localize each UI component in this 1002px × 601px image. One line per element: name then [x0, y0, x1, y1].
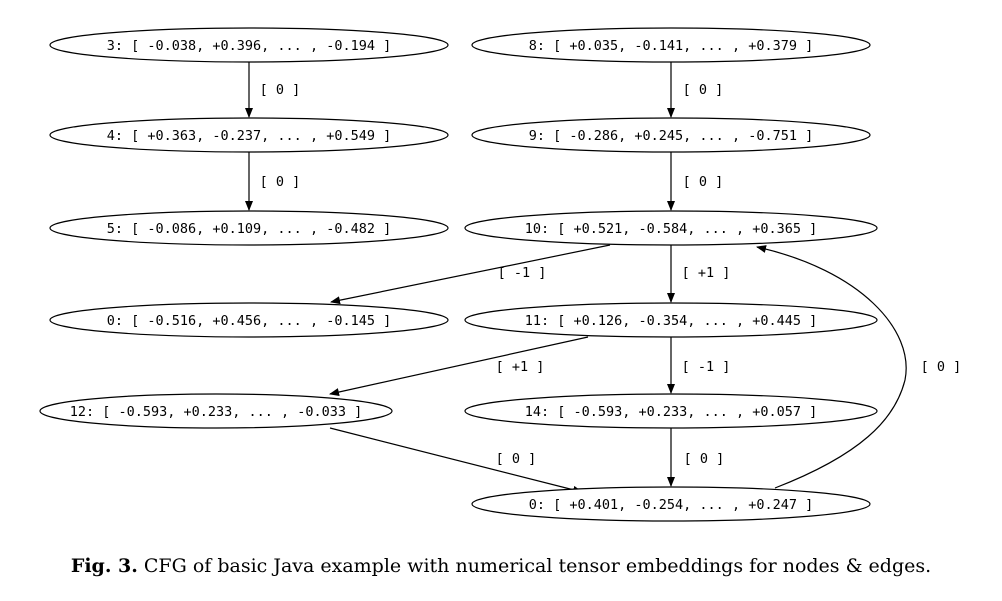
node-ellipse [464, 393, 878, 429]
node-ellipse [39, 393, 393, 429]
edge-label: [ 0 ] [260, 82, 301, 98]
edge-n10-n0a: [ -1 ] [330, 244, 611, 305]
edge-n9-n10: [ 0 ] [667, 152, 724, 211]
edge-label: [ 0 ] [921, 359, 962, 375]
node-ellipse [464, 210, 878, 246]
edge-n11-n12: [ +1 ] [329, 336, 589, 396]
node-n12: 12: [ -0.593, +0.233, ... , -0.033 ] [39, 393, 393, 429]
edge-label: [ 0 ] [496, 451, 537, 467]
cfg-diagram: [ 0 ] [ 0 ] [ 0 ] [ 0 ] [ -1 ] [ +1 ] [ +1 ] [ … [39, 27, 962, 522]
node-label: 14: [ -0.593, +0.233, ... , +0.057 ] [525, 404, 818, 420]
edge-n0b-n10: [ 0 ] [756, 245, 962, 489]
nodes-layer: 3: [ -0.038, +0.396, ... , -0.194 ] 4: [ … [39, 27, 878, 522]
edge-arrow [756, 245, 907, 489]
edge-label: [ -1 ] [682, 359, 731, 375]
node-n8: 8: [ +0.035, -0.141, ... , +0.379 ] [471, 27, 871, 63]
node-n0a: 0: [ -0.516, +0.456, ... , -0.145 ] [49, 302, 449, 338]
edge-n10-n11: [ +1 ] [667, 245, 731, 303]
edge-arrow [329, 336, 589, 396]
node-n5: 5: [ -0.086, +0.109, ... , -0.482 ] [49, 210, 449, 246]
node-n9: 9: [ -0.286, +0.245, ... , -0.751 ] [471, 117, 871, 153]
figure-label: Fig. 3. [70, 555, 138, 577]
edge-label: [ +1 ] [682, 265, 731, 281]
node-label: 4: [ +0.363, -0.237, ... , +0.549 ] [107, 128, 391, 144]
node-ellipse [49, 210, 449, 246]
node-ellipse [49, 117, 449, 153]
edge-label: [ 0 ] [683, 174, 724, 190]
node-ellipse [471, 117, 871, 153]
edge-n12-n0b: [ 0 ] [329, 427, 583, 494]
edge-arrow [330, 244, 611, 305]
edge-n3-n4: [ 0 ] [245, 62, 301, 118]
edge-n4-n5: [ 0 ] [245, 152, 301, 211]
edge-label: [ -1 ] [498, 265, 547, 281]
node-label: 0: [ +0.401, -0.254, ... , +0.247 ] [529, 497, 813, 513]
edge-n11-n14: [ -1 ] [667, 337, 731, 394]
edges-layer: [ 0 ] [ 0 ] [ 0 ] [ 0 ] [ -1 ] [ +1 ] [ +1 ] [ … [245, 62, 962, 494]
figure-caption-text: CFG of basic Java example with numerical… [143, 555, 932, 577]
node-label: 8: [ +0.035, -0.141, ... , +0.379 ] [529, 38, 813, 54]
node-n0b: 0: [ +0.401, -0.254, ... , +0.247 ] [471, 486, 871, 522]
edge-label: [ +1 ] [496, 359, 545, 375]
node-n11: 11: [ +0.126, -0.354, ... , +0.445 ] [464, 302, 878, 338]
node-n4: 4: [ +0.363, -0.237, ... , +0.549 ] [49, 117, 449, 153]
node-label: 3: [ -0.038, +0.396, ... , -0.194 ] [107, 38, 391, 54]
edge-label: [ 0 ] [683, 82, 724, 98]
node-label: 10: [ +0.521, -0.584, ... , +0.365 ] [525, 221, 818, 237]
node-ellipse [49, 302, 449, 338]
node-n14: 14: [ -0.593, +0.233, ... , +0.057 ] [464, 393, 878, 429]
node-ellipse [49, 27, 449, 63]
node-n10: 10: [ +0.521, -0.584, ... , +0.365 ] [464, 210, 878, 246]
edge-n8-n9: [ 0 ] [667, 62, 724, 118]
node-ellipse [471, 486, 871, 522]
node-ellipse [464, 302, 878, 338]
node-label: 5: [ -0.086, +0.109, ... , -0.482 ] [107, 221, 391, 237]
node-label: 9: [ -0.286, +0.245, ... , -0.751 ] [529, 128, 813, 144]
node-label: 11: [ +0.126, -0.354, ... , +0.445 ] [525, 313, 818, 329]
node-n3: 3: [ -0.038, +0.396, ... , -0.194 ] [49, 27, 449, 63]
figure-caption: Fig. 3. CFG of basic Java example with nu… [0, 555, 1002, 577]
node-label: 12: [ -0.593, +0.233, ... , -0.033 ] [70, 404, 363, 420]
node-ellipse [471, 27, 871, 63]
node-label: 0: [ -0.516, +0.456, ... , -0.145 ] [107, 313, 391, 329]
edge-arrow [329, 427, 583, 494]
edge-label: [ 0 ] [260, 174, 301, 190]
edge-n14-n0b: [ 0 ] [667, 428, 725, 487]
edge-label: [ 0 ] [684, 451, 725, 467]
